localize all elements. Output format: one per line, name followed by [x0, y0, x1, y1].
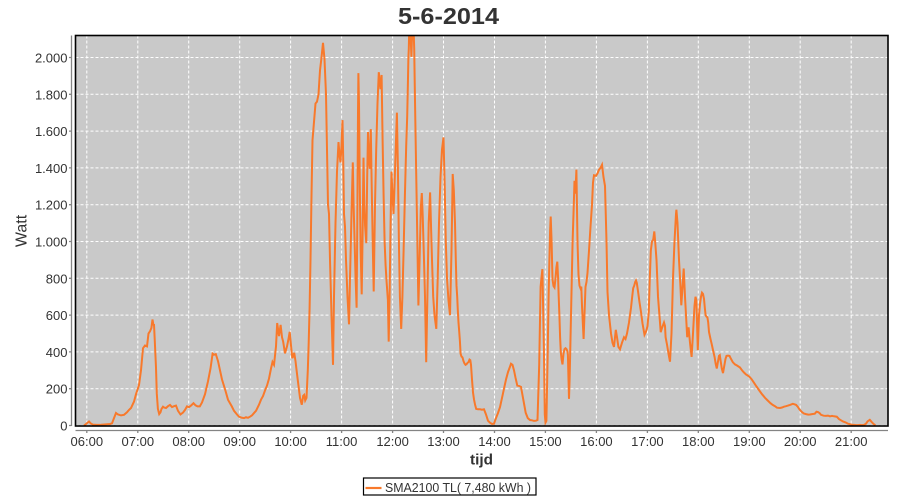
svg-text:200: 200 — [46, 382, 68, 397]
svg-text:18:00: 18:00 — [682, 434, 715, 449]
svg-text:Watt: Watt — [14, 214, 31, 247]
svg-text:15:00: 15:00 — [529, 434, 562, 449]
svg-text:11:00: 11:00 — [326, 434, 358, 449]
svg-text:800: 800 — [46, 271, 68, 286]
svg-text:tijd: tijd — [470, 452, 493, 468]
svg-text:13:00: 13:00 — [427, 434, 460, 449]
svg-text:2.000: 2.000 — [35, 51, 68, 66]
svg-text:08:00: 08:00 — [172, 434, 205, 449]
svg-text:21:00: 21:00 — [835, 434, 868, 449]
svg-text:1.600: 1.600 — [35, 124, 68, 139]
svg-text:06:00: 06:00 — [71, 434, 104, 449]
svg-text:5-6-2014: 5-6-2014 — [398, 3, 499, 29]
svg-text:07:00: 07:00 — [122, 434, 155, 449]
svg-text:09:00: 09:00 — [223, 434, 256, 449]
svg-text:600: 600 — [46, 308, 68, 323]
svg-text:20:00: 20:00 — [784, 434, 817, 449]
svg-text:400: 400 — [46, 345, 68, 360]
svg-text:1.000: 1.000 — [35, 235, 68, 250]
svg-text:1.800: 1.800 — [35, 87, 68, 102]
svg-text:12:00: 12:00 — [376, 434, 409, 449]
svg-text:19:00: 19:00 — [733, 434, 766, 449]
svg-text:16:00: 16:00 — [580, 434, 613, 449]
svg-text:1.200: 1.200 — [35, 198, 68, 213]
svg-text:SMA2100 TL( 7,480 kWh ): SMA2100 TL( 7,480 kWh ) — [385, 481, 531, 495]
svg-text:14:00: 14:00 — [478, 434, 511, 449]
svg-text:1.400: 1.400 — [35, 161, 68, 176]
svg-text:10:00: 10:00 — [274, 434, 307, 449]
svg-text:0: 0 — [60, 419, 67, 434]
svg-text:17:00: 17:00 — [631, 434, 664, 449]
